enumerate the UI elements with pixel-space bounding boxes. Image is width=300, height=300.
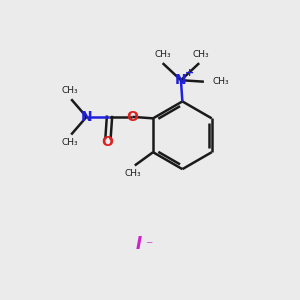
Text: O: O [126, 110, 138, 124]
Text: CH₃: CH₃ [61, 86, 78, 95]
Text: +: + [184, 68, 194, 78]
Text: CH₃: CH₃ [192, 50, 209, 59]
Text: I: I [135, 235, 141, 253]
Text: CH₃: CH₃ [154, 50, 171, 59]
Text: N: N [81, 110, 92, 124]
Text: CH₃: CH₃ [212, 77, 229, 86]
Text: CH₃: CH₃ [124, 169, 141, 178]
Text: CH₃: CH₃ [61, 138, 78, 147]
Text: N: N [175, 73, 187, 87]
Text: ⁻: ⁻ [145, 239, 152, 253]
Text: O: O [101, 135, 113, 148]
